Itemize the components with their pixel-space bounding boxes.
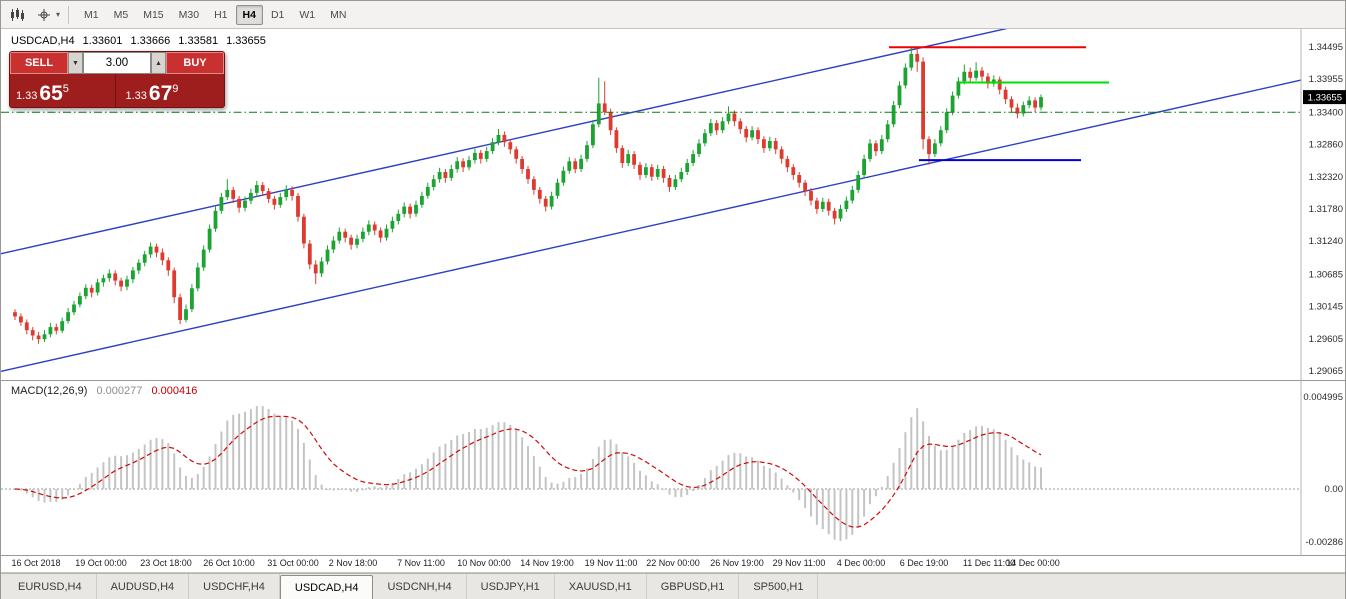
date-tick-label: 26 Oct 10:00 [203,558,255,568]
date-tick-label: 26 Nov 19:00 [710,558,764,568]
date-tick-label: 14 Nov 19:00 [520,558,574,568]
timeframe-buttons: M1 M5 M15 M30 H1 H4 D1 W1 MN [77,4,353,25]
timeframe-button-H4[interactable]: H4 [235,4,263,25]
price-chart[interactable]: 1.34495 1.33955 1.33400 1.32860 1.32320 1.317… [1,29,1346,381]
macd-label: MACD(12,26,9) 0.000277 0.000416 [11,385,197,397]
volume-decrease-button[interactable]: ▼ [68,52,83,74]
quote-high: 1.33666 [130,35,171,47]
date-tick-label: 16 Oct 2018 [11,558,61,568]
one-click-trading-panel: SELL ▼ ▲ BUY 1.33 65 5 1.33 67 9 [9,51,225,108]
timeframe-button-MN[interactable]: MN [330,8,347,21]
buy-button[interactable]: BUY [166,52,224,74]
chart-tab-SP500-H1[interactable]: SP500,H1 [739,574,819,599]
timeframe-button-D1[interactable]: D1 [270,8,285,21]
chart-tab-USDCHF-H4[interactable]: USDCHF,H4 [189,574,280,599]
timeframe-button-M5[interactable]: M5 [113,8,129,21]
svg-text:0.00: 0.00 [1325,484,1344,495]
chart-tab-USDJPY-H1[interactable]: USDJPY,H1 [467,574,555,599]
svg-text:1.32320: 1.32320 [1309,172,1343,183]
macd-name: MACD(12,26,9) [11,385,88,397]
buy-price-display[interactable]: 1.33 67 9 [116,74,225,107]
candlestick-chart-icon [11,7,24,21]
date-tick-label: 4 Dec 00:00 [836,558,886,568]
date-tick-label: 22 Nov 00:00 [646,558,700,568]
sell-price-pips: 65 [39,82,63,105]
svg-text:1.33955: 1.33955 [1309,74,1343,85]
chart-tab-AUDUSD-H4[interactable]: AUDUSD,H4 [97,574,190,599]
sell-button[interactable]: SELL [10,52,68,74]
ohlc-quote-line: USDCAD,H4 1.33601 1.33666 1.33581 1.3365… [11,35,271,47]
date-tick-label: 23 Oct 18:00 [140,558,192,568]
svg-text:1.30145: 1.30145 [1309,302,1343,313]
macd-indicator-panel[interactable]: 0.004995 0.00 -0.00286 MACD(12,26,9) 0.000… [1,381,1345,556]
chart-tab-EURUSD-H4[interactable]: EURUSD,H4 [4,574,97,599]
svg-text:1.31240: 1.31240 [1309,236,1343,247]
svg-text:1.33400: 1.33400 [1309,107,1343,118]
date-tick-label: 6 Dec 19:00 [899,558,949,568]
date-axis[interactable]: 16 Oct 2018 19 Oct 00:00 23 Oct 18:00 26 Oc… [1,556,1345,573]
buy-price-point: 9 [172,83,179,95]
toolbar-separator [68,5,70,24]
date-tick-label: 14 Dec 00:00 [1006,558,1060,568]
volume-input[interactable] [83,52,151,74]
date-tick-label: 2 Nov 18:00 [328,558,378,568]
quote-low: 1.33581 [178,35,219,47]
timeframe-button-W1[interactable]: W1 [299,8,316,21]
toolbar-dropdown-caret-icon[interactable]: ▾ [56,10,61,19]
chart-tab-USDCAD-H4[interactable]: USDCAD,H4 [279,575,374,599]
symbol-period-label: USDCAD,H4 [11,35,75,47]
svg-text:1.32860: 1.32860 [1309,140,1343,151]
chart-tab-bar: EURUSD,H4 AUDUSD,H4 USDCHF,H4 USDCAD,H4 USDC… [1,573,1345,599]
sell-price-point: 5 [62,83,69,95]
macd-signal-value: 0.000416 [151,385,198,397]
date-tick-label: 19 Oct 00:00 [75,558,127,568]
svg-text:0.004995: 0.004995 [1303,392,1343,403]
svg-text:1.31780: 1.31780 [1309,204,1343,215]
svg-text:1.33655: 1.33655 [1308,93,1342,104]
timeframe-button-M1[interactable]: M1 [84,8,99,21]
top-toolbar: ▾ M1 M5 M15 M30 H1 H4 D1 W1 MN [1,1,1345,29]
date-tick-label: 29 Nov 11:00 [772,558,826,568]
macd-main-value: 0.000277 [96,385,143,397]
svg-text:1.30685: 1.30685 [1309,269,1343,280]
crosshair-icon[interactable] [32,4,56,26]
timeframe-button-M30[interactable]: M30 [178,8,200,21]
svg-text:1.29065: 1.29065 [1309,366,1343,377]
date-tick-label: 7 Nov 11:00 [397,558,445,568]
chart-type-icon[interactable] [6,4,30,26]
svg-text:-0.00286: -0.00286 [1305,537,1343,548]
timeframe-button-M15[interactable]: M15 [143,8,164,21]
crosshair-glyph [38,8,50,21]
sell-price-display[interactable]: 1.33 65 5 [10,74,116,107]
sell-price-head: 1.33 [16,90,38,102]
date-tick-label: 10 Nov 00:00 [457,558,511,568]
svg-text:1.29605: 1.29605 [1309,334,1343,345]
timeframe-button-H1[interactable]: H1 [214,8,228,21]
volume-increase-button[interactable]: ▲ [151,52,166,74]
date-tick-label: 31 Oct 00:00 [267,558,319,568]
buy-price-pips: 67 [148,82,173,105]
chart-tab-USDCNH-H4[interactable]: USDCNH,H4 [373,574,467,599]
chart-tab-XAUUSD-H1[interactable]: XAUUSD,H1 [555,574,647,599]
macd-chart[interactable]: 0.004995 0.00 -0.00286 [1,381,1346,556]
quote-open: 1.33601 [82,35,123,47]
date-tick-label: 19 Nov 11:00 [584,558,638,568]
svg-text:1.34495: 1.34495 [1309,42,1343,53]
buy-price-head: 1.33 [125,90,147,102]
price-chart-area[interactable]: 1.34495 1.33955 1.33400 1.32860 1.32320 1.317… [1,29,1346,381]
quote-close: 1.33655 [226,35,266,47]
date-tick-label: 11 Dec 11:00 [962,558,1016,568]
chart-tab-GBPUSD-H1[interactable]: GBPUSD,H1 [647,574,740,599]
